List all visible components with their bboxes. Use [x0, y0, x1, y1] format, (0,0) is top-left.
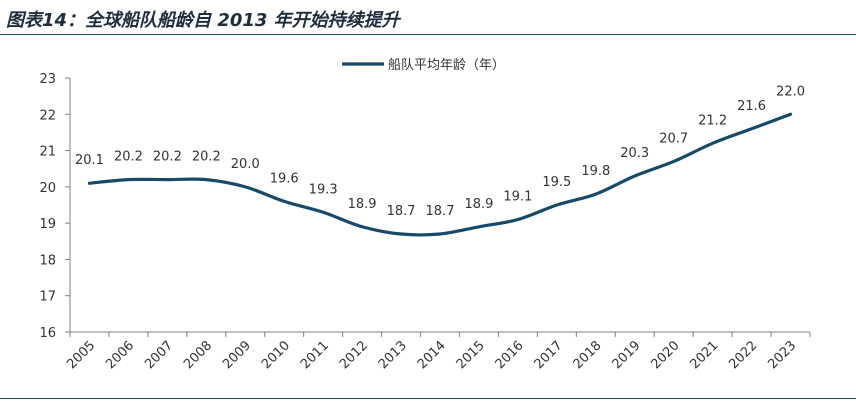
data-label: 19.5 [542, 175, 571, 190]
x-tick-label: 2014 [415, 338, 449, 372]
x-tick-label: 2016 [493, 338, 527, 372]
x-tick-label: 2015 [454, 338, 488, 372]
data-label: 21.6 [737, 99, 766, 114]
x-tick-label: 2006 [103, 338, 137, 372]
title-divider [0, 34, 856, 35]
y-tick-label: 19 [39, 217, 56, 232]
x-tick-label: 2021 [687, 338, 721, 372]
x-tick-label: 2012 [337, 338, 371, 372]
data-label: 19.8 [581, 164, 610, 179]
x-tick-label: 2008 [181, 338, 215, 372]
data-label: 19.1 [503, 190, 532, 205]
y-tick-label: 16 [39, 326, 56, 341]
data-label: 19.6 [270, 171, 299, 186]
x-tick-label: 2018 [571, 338, 605, 372]
x-tick-label: 2020 [649, 338, 683, 372]
data-label: 18.9 [348, 197, 377, 212]
footer-divider [0, 398, 856, 399]
y-axis: 16 17 18 19 20 21 22 23 [39, 72, 71, 341]
legend-label: 船队平均年龄（年） [388, 58, 505, 73]
x-tick-label: 2005 [64, 338, 98, 372]
data-label: 20.2 [153, 150, 182, 165]
legend: 船队平均年龄（年） [342, 58, 505, 73]
data-label: 19.3 [309, 182, 338, 197]
data-label: 18.9 [464, 197, 493, 212]
data-label: 22.0 [776, 84, 805, 99]
chart-title: 图表14：全球船队船龄自 2013 年开始持续提升 [6, 10, 400, 31]
x-tick-label: 2009 [220, 338, 254, 372]
y-tick-label: 20 [39, 181, 56, 196]
x-axis: 2005 2006 2007 2008 2009 2010 2011 2012 2013 2014… [64, 331, 811, 372]
x-tick-label: 2019 [610, 338, 644, 372]
data-label: 20.7 [659, 131, 688, 146]
y-tick-label: 22 [39, 108, 56, 123]
data-label: 20.2 [114, 150, 143, 165]
data-label: 20.3 [620, 146, 649, 161]
y-tick-label: 18 [39, 253, 56, 268]
x-tick-label: 2013 [376, 338, 410, 372]
data-label: 18.7 [387, 204, 416, 219]
x-tick-label: 2007 [142, 338, 176, 372]
data-label: 20.2 [192, 150, 221, 165]
x-tick-label: 2017 [532, 338, 566, 372]
data-label: 20.1 [75, 153, 104, 168]
x-tick-label: 2011 [298, 338, 332, 372]
x-tick-label: 2023 [765, 338, 799, 372]
data-label: 18.7 [426, 204, 455, 219]
x-tick-label: 2022 [726, 338, 760, 372]
y-tick-label: 17 [39, 290, 56, 305]
y-tick-label: 21 [39, 145, 56, 160]
data-label: 21.2 [698, 113, 727, 128]
y-tick-label: 23 [39, 72, 56, 87]
series-line [87, 112, 793, 237]
x-tick-label: 2010 [259, 338, 293, 372]
data-label: 20.0 [231, 157, 260, 172]
data-labels: 20.1 20.2 20.2 20.2 20.0 19.6 19.3 18.9 18.7 18.7… [75, 84, 805, 219]
